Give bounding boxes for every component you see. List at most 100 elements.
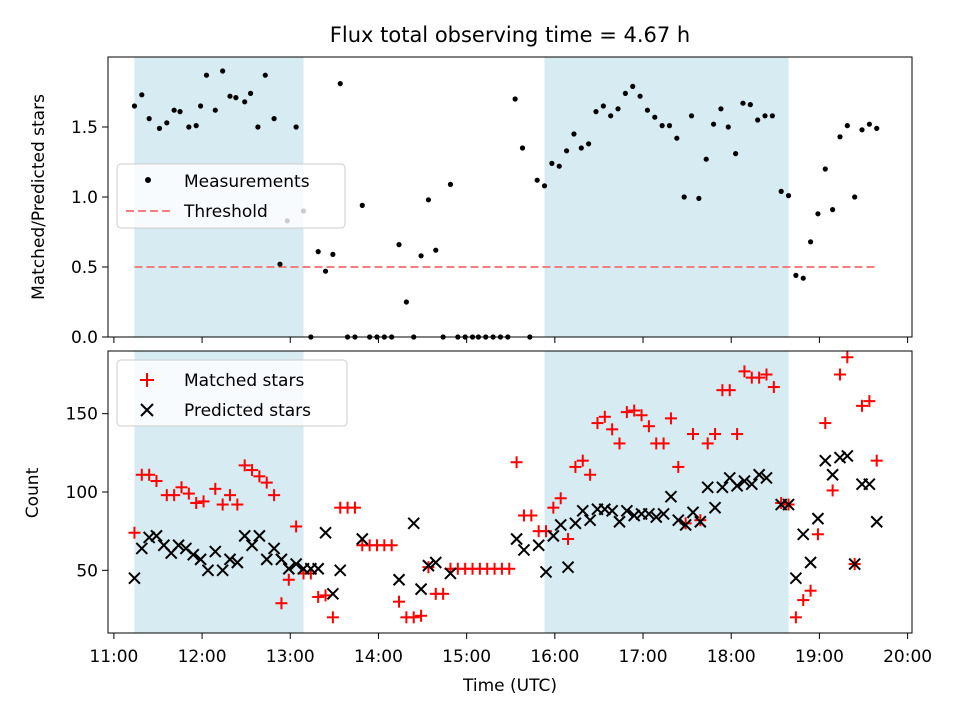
measurement-point xyxy=(212,107,218,113)
matched-star-point xyxy=(168,489,181,502)
predicted-star-point xyxy=(216,564,229,577)
matched-star-point xyxy=(562,533,575,545)
measurement-point xyxy=(844,123,850,129)
predicted-star-point xyxy=(797,528,810,541)
matched-star-point xyxy=(290,520,303,533)
matched-star-point xyxy=(833,368,846,381)
measurement-point xyxy=(593,109,599,115)
matched-star-point xyxy=(672,460,685,473)
matched-star-point xyxy=(554,492,567,505)
matched-star-point xyxy=(775,496,788,509)
measurement-point xyxy=(644,107,651,113)
measurement-point xyxy=(852,194,858,200)
star-count-panel: 50 100 150 11:00 12:00 13:00 14:00 15:00 16:00 1… xyxy=(23,350,932,696)
matched-star-point xyxy=(709,428,722,441)
predicted-star-point xyxy=(356,532,369,546)
measurement-point xyxy=(177,109,183,115)
predicted-star-point xyxy=(517,543,531,557)
measurement-point xyxy=(703,156,709,162)
measurement-point xyxy=(755,117,761,123)
measurement-point xyxy=(571,131,577,137)
predicted-star-point xyxy=(311,562,325,575)
predicted-star-point xyxy=(826,468,839,481)
matched-star-point xyxy=(510,456,523,469)
predicted-star-point xyxy=(128,571,141,585)
x-tick-label: 17:00 xyxy=(619,647,668,667)
predicted-star-point xyxy=(444,567,457,580)
predicted-star-point xyxy=(789,571,803,585)
measurement-point xyxy=(330,251,336,257)
matched-legend-marker xyxy=(140,373,154,387)
measurement-point xyxy=(131,103,138,109)
predicted-star-point xyxy=(561,560,575,574)
measurement-point xyxy=(534,177,540,183)
predicted-star-point xyxy=(833,451,847,464)
measurement-point xyxy=(837,134,843,140)
top-observing-window-2 xyxy=(544,57,789,337)
predicted-star-point xyxy=(620,504,634,518)
measurement-point xyxy=(447,181,454,187)
measurement-point xyxy=(433,247,439,253)
predicted-star-point xyxy=(841,449,854,463)
measurement-point xyxy=(220,68,226,74)
bottom-y-tick-label: 150 xyxy=(66,405,98,425)
top-y-tick-label: 1.0 xyxy=(71,188,98,208)
predicted-star-point xyxy=(532,539,545,552)
predicted-star-point xyxy=(730,479,744,492)
top-legend-box xyxy=(116,163,346,229)
matched-star-point xyxy=(598,410,611,423)
matched-star-point xyxy=(150,475,163,488)
matched-star-point xyxy=(642,420,655,433)
predicted-star-point xyxy=(245,539,259,552)
predicted-star-point xyxy=(319,526,332,539)
matched-legend-label: Matched stars xyxy=(184,371,304,391)
predicted-star-point xyxy=(583,513,597,527)
measurement-point xyxy=(359,202,365,208)
matched-star-point xyxy=(753,371,766,384)
measurement-point xyxy=(674,135,680,141)
matched-star-point xyxy=(811,528,824,541)
measurements-legend-marker xyxy=(145,177,151,183)
measurement-point xyxy=(322,268,329,274)
measurement-point xyxy=(425,197,432,203)
measurement-point xyxy=(556,163,562,169)
measurement-point xyxy=(762,113,768,119)
predicted-star-point xyxy=(782,498,795,511)
predicted-star-point xyxy=(275,553,288,566)
bottom-y-tick-label: 100 xyxy=(66,483,98,503)
matched-star-point xyxy=(525,509,538,522)
matched-star-point xyxy=(856,399,869,412)
measurement-point xyxy=(197,103,204,109)
predicted-star-point xyxy=(811,512,825,525)
matched-star-point xyxy=(143,468,156,481)
measurement-point xyxy=(203,72,210,78)
matched-star-point xyxy=(216,498,229,511)
measurement-point xyxy=(769,113,775,119)
predicted-star-point xyxy=(231,556,244,569)
measurement-point xyxy=(659,123,665,129)
matched-star-point xyxy=(415,609,428,622)
matched-star-point xyxy=(223,489,236,502)
x-tick-label: 18:00 xyxy=(707,647,756,667)
measurement-point xyxy=(549,160,555,166)
measurement-point xyxy=(541,183,548,189)
measurement-point xyxy=(242,99,248,105)
measurement-point xyxy=(800,275,806,281)
predicted-star-point xyxy=(135,542,149,555)
predicted-star-point xyxy=(745,477,758,491)
matched-star-point xyxy=(282,573,295,586)
matched-star-point xyxy=(819,417,832,430)
matched-star-point xyxy=(268,489,281,502)
matched-star-point xyxy=(584,468,597,481)
x-axis-label: Time (UTC) xyxy=(462,676,557,696)
matched-star-point xyxy=(767,381,780,394)
predicted-star-point xyxy=(414,582,428,596)
predicted-star-point xyxy=(576,504,589,518)
x-tick-label: 11:00 xyxy=(89,647,138,667)
bottom-y-axis-label: Count xyxy=(23,467,43,518)
x-tick-label: 12:00 xyxy=(178,647,227,667)
matched-star-point xyxy=(723,384,736,397)
predicted-star-point xyxy=(657,507,670,521)
matched-star-point xyxy=(576,454,589,467)
